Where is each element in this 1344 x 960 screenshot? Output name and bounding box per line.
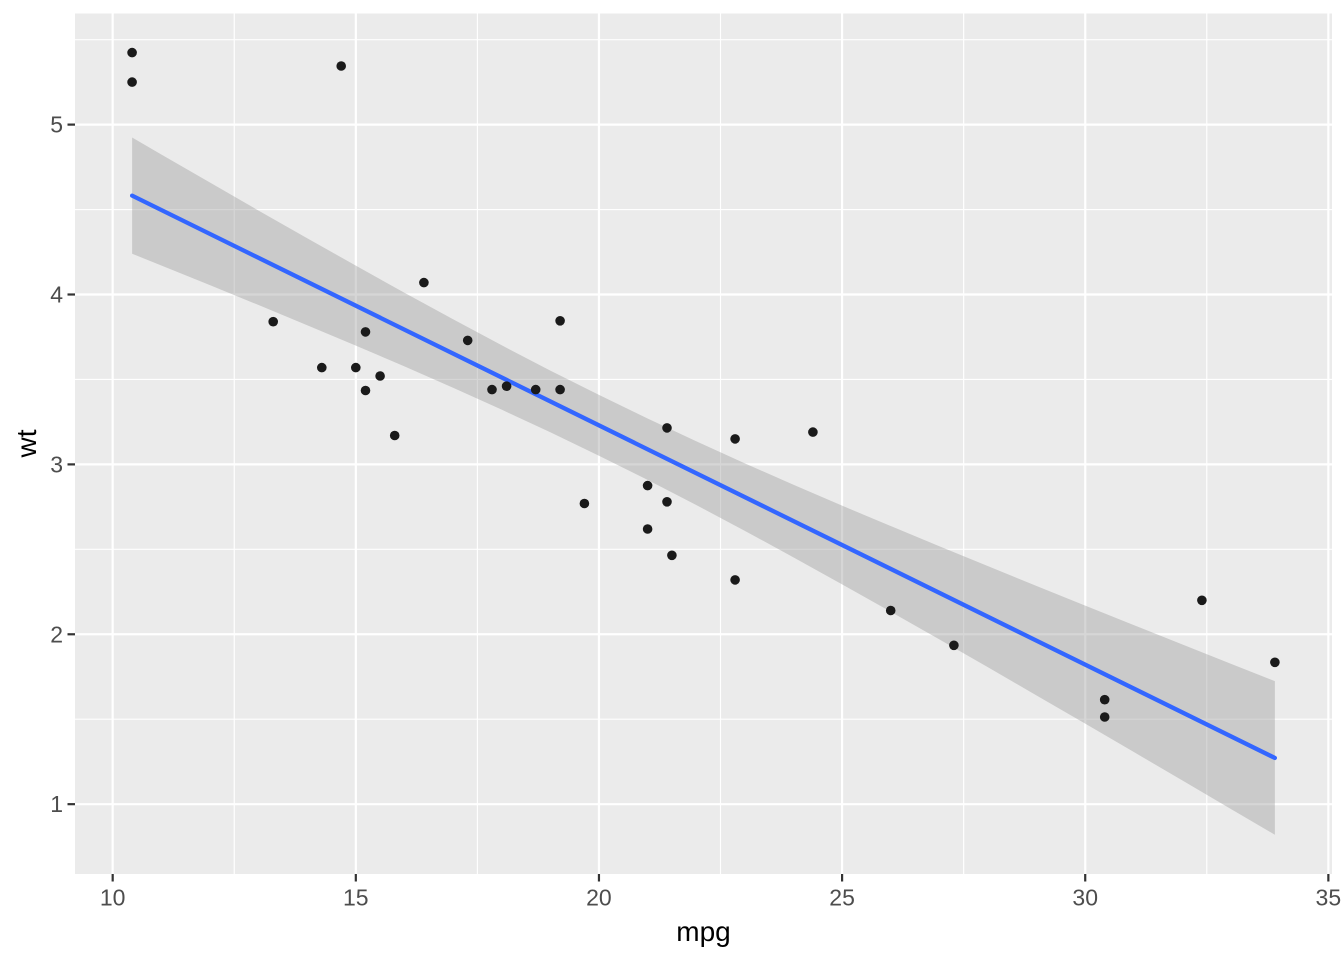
data-point — [530, 384, 541, 395]
y-tick-label: 2 — [50, 621, 63, 647]
data-point — [555, 384, 565, 395]
y-tick-label: 4 — [50, 282, 63, 308]
data-point — [127, 77, 137, 87]
y-axis-ticks — [67, 123, 75, 806]
plot-panel — [75, 13, 1332, 874]
y-axis-title: wt — [11, 429, 42, 458]
grid-major-layer — [75, 13, 1332, 874]
data-point — [351, 362, 361, 373]
data-point — [730, 575, 740, 585]
points-layer — [127, 47, 1280, 722]
data-point — [662, 497, 672, 507]
confidence-band — [132, 137, 1275, 835]
data-point — [555, 316, 565, 326]
data-point — [579, 498, 590, 509]
x-axis-title: mpg — [676, 916, 730, 947]
data-point — [360, 327, 371, 337]
data-point — [885, 605, 896, 616]
data-point — [462, 335, 473, 346]
data-point — [1099, 712, 1110, 722]
y-tick-label: 5 — [50, 112, 63, 138]
x-tick-label: 35 — [1316, 885, 1342, 911]
data-point — [808, 427, 818, 437]
data-point — [642, 480, 653, 491]
panel-layer — [75, 13, 1332, 874]
x-tick-label: 25 — [829, 885, 855, 911]
data-point — [419, 277, 429, 288]
y-tick-label: 3 — [50, 451, 63, 477]
regression-line-layer — [129, 193, 1278, 761]
data-point — [1197, 595, 1207, 606]
data-point — [336, 61, 347, 71]
x-tick-label: 10 — [100, 885, 126, 911]
data-point — [317, 362, 327, 373]
data-point — [642, 524, 653, 534]
confidence-band-layer — [132, 137, 1275, 835]
y-tick-label: 1 — [50, 791, 63, 817]
data-point — [1099, 694, 1110, 705]
data-point — [667, 550, 677, 561]
x-axis-ticks — [111, 874, 1330, 882]
data-point — [127, 47, 137, 58]
data-point — [662, 423, 672, 433]
data-point — [389, 430, 400, 441]
grid-minor-layer — [75, 13, 1332, 874]
data-point — [1270, 657, 1280, 668]
data-point — [730, 434, 740, 444]
data-point — [487, 384, 497, 395]
data-point — [360, 385, 371, 396]
regression-line — [129, 193, 1278, 761]
x-axis-labels: 10 15 20 25 30 35 — [100, 885, 1341, 911]
y-axis-labels: 1 2 3 4 5 — [50, 112, 63, 818]
data-point — [949, 640, 959, 651]
data-point — [268, 316, 279, 327]
data-point — [501, 381, 512, 392]
data-point — [375, 371, 385, 381]
x-tick-label: 20 — [586, 885, 612, 911]
x-tick-label: 15 — [343, 885, 369, 911]
x-tick-label: 30 — [1072, 885, 1098, 911]
